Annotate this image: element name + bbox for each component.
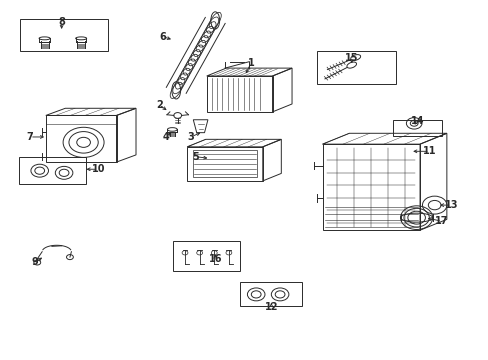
Text: 12: 12 xyxy=(264,302,278,312)
Text: 11: 11 xyxy=(422,146,436,156)
Text: 14: 14 xyxy=(410,116,424,126)
Text: 5: 5 xyxy=(192,152,199,162)
Text: 17: 17 xyxy=(434,216,448,226)
Text: 6: 6 xyxy=(159,32,165,41)
Text: 4: 4 xyxy=(163,132,169,142)
Bar xyxy=(20,19,108,51)
Text: 15: 15 xyxy=(345,53,358,63)
Bar xyxy=(19,157,86,184)
Text: 10: 10 xyxy=(91,164,105,174)
Bar xyxy=(193,150,256,177)
Text: 1: 1 xyxy=(247,58,254,68)
Text: 3: 3 xyxy=(187,132,194,142)
Bar xyxy=(316,51,395,84)
Text: 13: 13 xyxy=(444,200,458,210)
Bar xyxy=(172,241,239,271)
Text: 9: 9 xyxy=(31,257,38,267)
Text: 16: 16 xyxy=(208,254,222,264)
Bar xyxy=(239,282,302,306)
Text: 2: 2 xyxy=(156,100,162,110)
Text: 7: 7 xyxy=(26,132,33,142)
Text: 8: 8 xyxy=(58,17,65,27)
